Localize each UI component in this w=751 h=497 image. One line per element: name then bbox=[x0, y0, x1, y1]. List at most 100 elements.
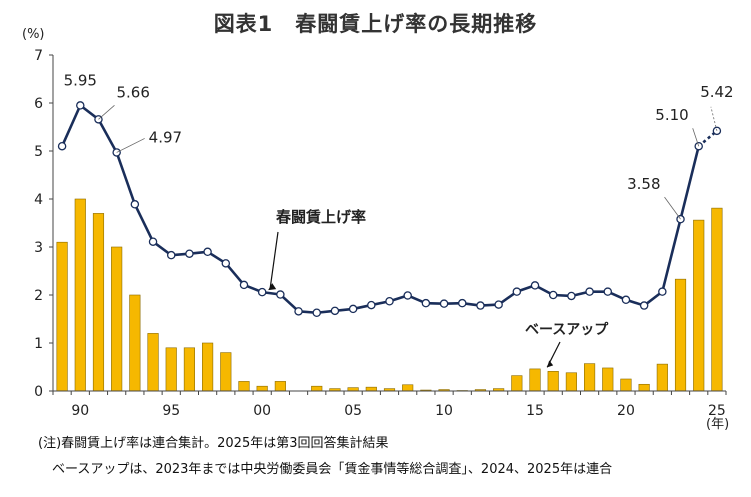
line-point bbox=[585, 287, 594, 296]
bar bbox=[165, 347, 177, 392]
line-point bbox=[367, 300, 376, 310]
bar bbox=[620, 378, 632, 392]
line-point bbox=[57, 141, 67, 151]
line-point bbox=[294, 307, 303, 316]
chart-title: 図表1 春闘賃上げ率の長期推移 bbox=[213, 12, 538, 36]
line-point bbox=[330, 306, 340, 316]
value-label: 5.66 bbox=[116, 83, 149, 101]
line-point bbox=[312, 308, 321, 318]
bar bbox=[674, 278, 687, 392]
y-tick-label: 3 bbox=[34, 240, 43, 256]
x-tick-label: 15 bbox=[526, 403, 544, 419]
x-tick-label: 00 bbox=[253, 403, 271, 419]
footnote-baseup: ベースアップは、2023年までは中央労働委員会「賃金事情等総合調査」、2024、… bbox=[52, 462, 613, 477]
line-point bbox=[221, 259, 231, 268]
bar bbox=[202, 342, 214, 392]
bar bbox=[92, 213, 105, 392]
line-point bbox=[548, 290, 558, 300]
line-point bbox=[421, 298, 431, 308]
value-label: 4.97 bbox=[149, 128, 182, 146]
line-point bbox=[621, 295, 631, 305]
footnote-source: (注)春闘賃上げ率は連合集計。2025年は第3回回答集計結果 bbox=[38, 436, 389, 451]
bar bbox=[147, 333, 159, 392]
bar bbox=[511, 375, 523, 392]
value-label: 5.42 bbox=[700, 83, 733, 101]
bar bbox=[129, 294, 141, 392]
x-tick-label: 95 bbox=[162, 403, 180, 419]
line-point bbox=[439, 299, 449, 308]
y-tick-label: 0 bbox=[34, 384, 43, 400]
bar bbox=[74, 198, 86, 392]
bar bbox=[402, 384, 414, 392]
y-unit-label: (%) bbox=[22, 27, 45, 42]
line-point bbox=[130, 200, 140, 209]
annotation-leader bbox=[98, 105, 115, 120]
series-label-wage-increase: 春闘賃上げ率 bbox=[276, 208, 366, 226]
annotation-leader bbox=[692, 128, 700, 147]
y-tick-label: 1 bbox=[34, 336, 43, 352]
line-point bbox=[239, 280, 249, 290]
callout-arrowhead bbox=[268, 283, 277, 291]
bar bbox=[584, 363, 596, 392]
line-point bbox=[185, 249, 194, 258]
y-tick-label: 5 bbox=[34, 144, 43, 160]
line-point bbox=[348, 304, 358, 314]
bar bbox=[693, 219, 705, 392]
bar bbox=[311, 385, 323, 392]
line-point bbox=[148, 237, 158, 246]
x-unit-label: (年) bbox=[706, 417, 729, 430]
bar bbox=[711, 207, 723, 392]
annotation-leader bbox=[664, 196, 681, 220]
bar bbox=[529, 368, 541, 392]
chart: 0 1 2 3 4 5 6 7 (%) 90 95 00 05 10 15 20 25(年) 5.95 5.66 4… bbox=[22, 27, 734, 430]
x-tick-label: 25 bbox=[708, 403, 726, 419]
bar bbox=[56, 241, 68, 392]
line-point bbox=[166, 250, 176, 260]
line-point bbox=[403, 291, 412, 300]
y-tick-label: 4 bbox=[34, 192, 43, 208]
line-point bbox=[203, 247, 212, 257]
line-point bbox=[494, 300, 503, 309]
bar bbox=[347, 387, 359, 392]
bar bbox=[656, 363, 668, 392]
line-point bbox=[76, 101, 85, 110]
bar bbox=[183, 347, 195, 392]
annotation-leader bbox=[710, 106, 718, 131]
bar bbox=[602, 367, 614, 392]
value-label: 5.10 bbox=[655, 106, 688, 124]
line-point bbox=[676, 214, 685, 224]
bar bbox=[638, 383, 650, 392]
line-point bbox=[639, 301, 649, 310]
y-tick-label: 2 bbox=[34, 288, 43, 304]
bar bbox=[238, 381, 250, 392]
bar bbox=[565, 372, 577, 392]
line-point bbox=[257, 287, 267, 297]
line-point bbox=[567, 291, 576, 301]
bar bbox=[256, 385, 268, 392]
callout-arrow bbox=[269, 231, 279, 289]
line-point bbox=[512, 287, 522, 296]
y-tick-label: 6 bbox=[34, 96, 43, 112]
bar bbox=[365, 386, 377, 392]
bar bbox=[111, 246, 123, 392]
bar bbox=[547, 371, 559, 392]
line-point bbox=[458, 298, 467, 308]
bar bbox=[220, 352, 232, 392]
callout-arrowhead bbox=[547, 360, 554, 368]
line-point bbox=[276, 290, 285, 299]
line-point bbox=[530, 281, 540, 290]
y-tick-label: 7 bbox=[34, 48, 43, 64]
x-tick-label: 90 bbox=[71, 403, 89, 419]
x-tick-label: 20 bbox=[617, 403, 635, 419]
line-point bbox=[476, 301, 485, 310]
x-tick-label: 10 bbox=[435, 403, 453, 419]
line-point bbox=[603, 287, 613, 296]
bar bbox=[274, 381, 286, 392]
value-label: 5.95 bbox=[64, 71, 97, 89]
line-point bbox=[658, 287, 667, 296]
x-tick-label: 05 bbox=[344, 403, 362, 419]
value-label: 3.58 bbox=[627, 175, 660, 193]
annotation-leader bbox=[116, 138, 145, 153]
line-point bbox=[385, 296, 394, 306]
series-label-baseup: ベースアップ bbox=[525, 322, 609, 338]
